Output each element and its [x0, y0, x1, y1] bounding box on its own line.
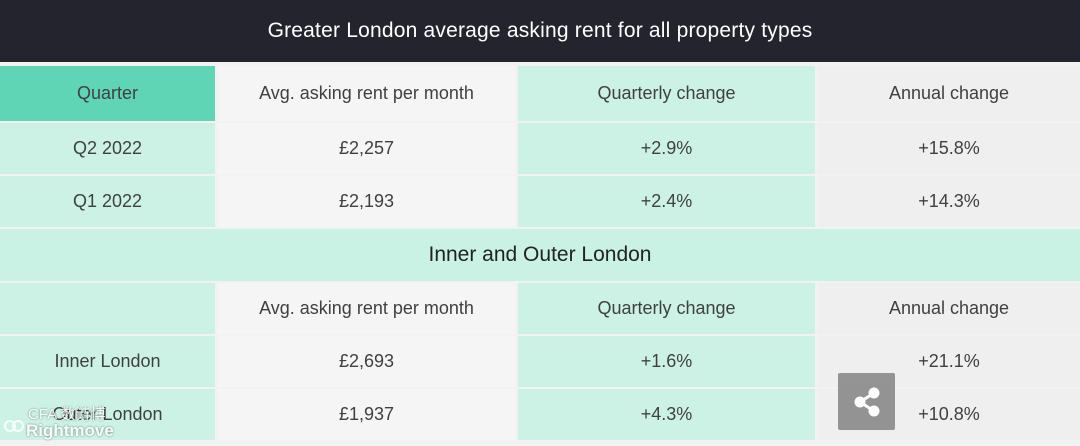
watermark: CFA 数诗博 Rightmove	[4, 406, 114, 441]
header-quarter: Quarter	[0, 66, 218, 121]
table-row: Outer London £1,937 +4.3% +10.8%	[0, 389, 1080, 440]
table-title: Greater London average asking rent for a…	[0, 0, 1080, 62]
table-row: Q1 2022 £2,193 +2.4% +14.3%	[0, 176, 1080, 227]
header-annual-change: Annual change	[818, 283, 1080, 334]
header-quarterly-change: Quarterly change	[518, 66, 818, 121]
rent-cell: £2,693	[218, 336, 518, 387]
header-avg-rent: Avg. asking rent per month	[218, 283, 518, 334]
table-row: Q2 2022 £2,257 +2.9% +15.8%	[0, 123, 1080, 174]
rent-cell: £1,937	[218, 389, 518, 440]
quarterly-change-cell: +1.6%	[518, 336, 818, 387]
section-title: Inner and Outer London	[0, 229, 1080, 281]
quarterly-change-cell: +2.9%	[518, 123, 818, 174]
share-icon	[854, 387, 879, 416]
annual-change-cell: +15.8%	[818, 123, 1080, 174]
header-annual-change: Annual change	[818, 66, 1080, 121]
quarter-cell: Q1 2022	[0, 176, 218, 227]
quarterly-change-cell: +4.3%	[518, 389, 818, 440]
header-avg-rent: Avg. asking rent per month	[218, 66, 518, 121]
table1-header-row: Quarter Avg. asking rent per month Quart…	[0, 66, 1080, 121]
area-cell: Inner London	[0, 336, 218, 387]
table2-header-row: Avg. asking rent per month Quarterly cha…	[0, 283, 1080, 334]
table-row: Inner London £2,693 +1.6% +21.1%	[0, 336, 1080, 387]
header-quarterly-change: Quarterly change	[518, 283, 818, 334]
quarterly-change-cell: +2.4%	[518, 176, 818, 227]
annual-change-cell: +14.3%	[818, 176, 1080, 227]
header-area	[0, 283, 218, 334]
area-cell: Outer London	[0, 389, 218, 440]
share-button[interactable]	[838, 373, 895, 430]
quarter-cell: Q2 2022	[0, 123, 218, 174]
watermark-overlay-text: CFA 数诗博	[28, 406, 106, 423]
rent-cell: £2,257	[218, 123, 518, 174]
watermark-text: Rightmove	[26, 421, 114, 440]
rightmove-logo-icon	[4, 420, 24, 432]
rent-cell: £2,193	[218, 176, 518, 227]
